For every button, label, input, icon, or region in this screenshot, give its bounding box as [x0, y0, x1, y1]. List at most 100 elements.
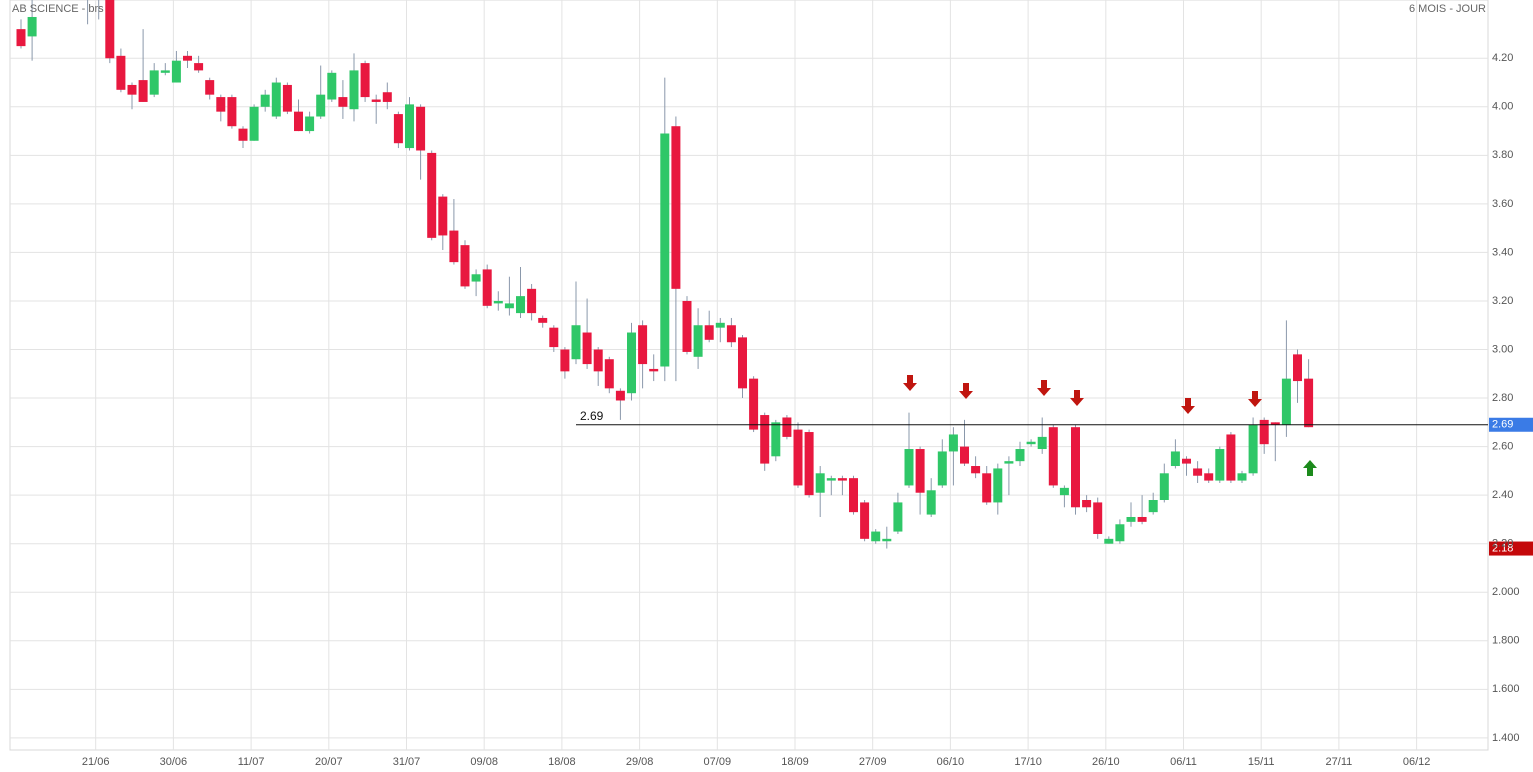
x-tick-label: 07/09 [704, 756, 732, 768]
candle-body [316, 94, 326, 117]
candle-body [1137, 516, 1147, 522]
candle-body [948, 434, 958, 452]
y-tick-label: 1.400 [1492, 732, 1520, 744]
candle-body [1148, 500, 1158, 513]
candle-body [294, 111, 303, 132]
candle-body [382, 92, 392, 102]
candle-body [116, 55, 126, 90]
candle-body [615, 390, 625, 401]
candle-body [471, 274, 481, 282]
candle-body [804, 432, 814, 496]
candle-body [138, 80, 148, 102]
candle-body [105, 0, 115, 59]
y-tick-label: 1.600 [1492, 683, 1520, 695]
candle-body [860, 502, 870, 539]
candle-body [715, 322, 725, 328]
price-line-label: 2.69 [580, 409, 604, 423]
candle-body [1170, 451, 1180, 467]
candle-body [1159, 473, 1169, 500]
candle-body [1015, 449, 1025, 462]
candle-body [993, 468, 1003, 503]
candle-body [183, 55, 192, 61]
candle-body [282, 84, 292, 112]
x-tick-label: 27/11 [1326, 756, 1353, 768]
price-tag [1489, 417, 1533, 432]
candle-body [1037, 436, 1047, 450]
candle-body [1293, 354, 1302, 382]
candle-body [238, 128, 248, 141]
candle-body [1126, 516, 1136, 522]
candle-body [1004, 461, 1014, 464]
x-tick-label: 29/08 [626, 756, 654, 768]
low-tag-label: 2.18 [1492, 542, 1513, 554]
candle-body [482, 269, 492, 306]
candle-body [571, 325, 581, 360]
y-tick-label: 3.60 [1492, 198, 1513, 210]
candle-body [27, 16, 37, 37]
y-tick-label: 4.00 [1492, 101, 1513, 113]
candle-body [649, 368, 659, 372]
candle-body [538, 317, 548, 323]
y-tick-label: 1.800 [1492, 635, 1520, 647]
candle-body [16, 29, 26, 47]
candle-body [1104, 538, 1114, 544]
candle-body [416, 106, 426, 151]
x-tick-label: 26/10 [1092, 756, 1120, 768]
candle-body [149, 70, 159, 95]
candle-body [893, 502, 903, 532]
candle-body [360, 63, 370, 98]
candle-body [249, 106, 259, 141]
candle-body [194, 63, 204, 71]
candle-body [449, 230, 459, 263]
y-tick-label: 2.60 [1492, 441, 1513, 453]
overlay: 2.69 2.69 2.18 [576, 409, 1533, 556]
candle-body [516, 296, 525, 314]
candle-body [627, 332, 636, 394]
candle-body [782, 417, 792, 437]
candle-body [682, 300, 692, 352]
x-tick-label: 30/06 [160, 756, 188, 768]
candle-body [338, 97, 348, 107]
candle-body [826, 478, 836, 481]
candle-body [460, 245, 470, 287]
y-tick-label: 2.20 [1492, 538, 1513, 550]
candle-body [749, 378, 759, 430]
candle-body [638, 325, 648, 365]
low-tag [1489, 541, 1533, 556]
price-tag-label: 2.69 [1492, 419, 1513, 431]
chart-title: AB SCIENCE - brs [12, 3, 104, 15]
chart-subtitle: 6 MOIS - JOUR [1409, 3, 1486, 15]
candles [16, 0, 1314, 549]
y-tick-label: 2.000 [1492, 586, 1520, 598]
candle-body [438, 196, 448, 236]
candle-body [405, 104, 414, 149]
candle-body [582, 332, 592, 365]
candle-body [704, 325, 714, 340]
candle-body [527, 288, 537, 314]
candle-body [815, 473, 825, 493]
candle-body [1026, 441, 1036, 445]
candle-body [549, 327, 559, 348]
candle-body [493, 300, 503, 304]
candle-body [926, 490, 936, 515]
candle-body [327, 72, 337, 100]
x-tick-label: 18/08 [548, 756, 576, 768]
candle-body [593, 349, 603, 372]
candle-body [1204, 473, 1214, 481]
candle-body [971, 466, 981, 474]
candle-body [1093, 502, 1103, 534]
candle-body [871, 531, 881, 542]
candle-body [560, 349, 570, 372]
x-tick-label: 11/07 [238, 756, 265, 768]
candle-body [1259, 419, 1269, 445]
x-tick-label: 21/06 [82, 756, 110, 768]
candle-body [937, 451, 947, 486]
x-tick-label: 06/10 [937, 756, 965, 768]
x-tick-label: 31/07 [393, 756, 421, 768]
y-tick-label: 4.20 [1492, 52, 1513, 64]
candle-body [260, 94, 270, 107]
candle-body [726, 325, 736, 343]
candle-body [1059, 487, 1069, 496]
candle-body [915, 449, 925, 493]
candle-body [227, 97, 237, 127]
